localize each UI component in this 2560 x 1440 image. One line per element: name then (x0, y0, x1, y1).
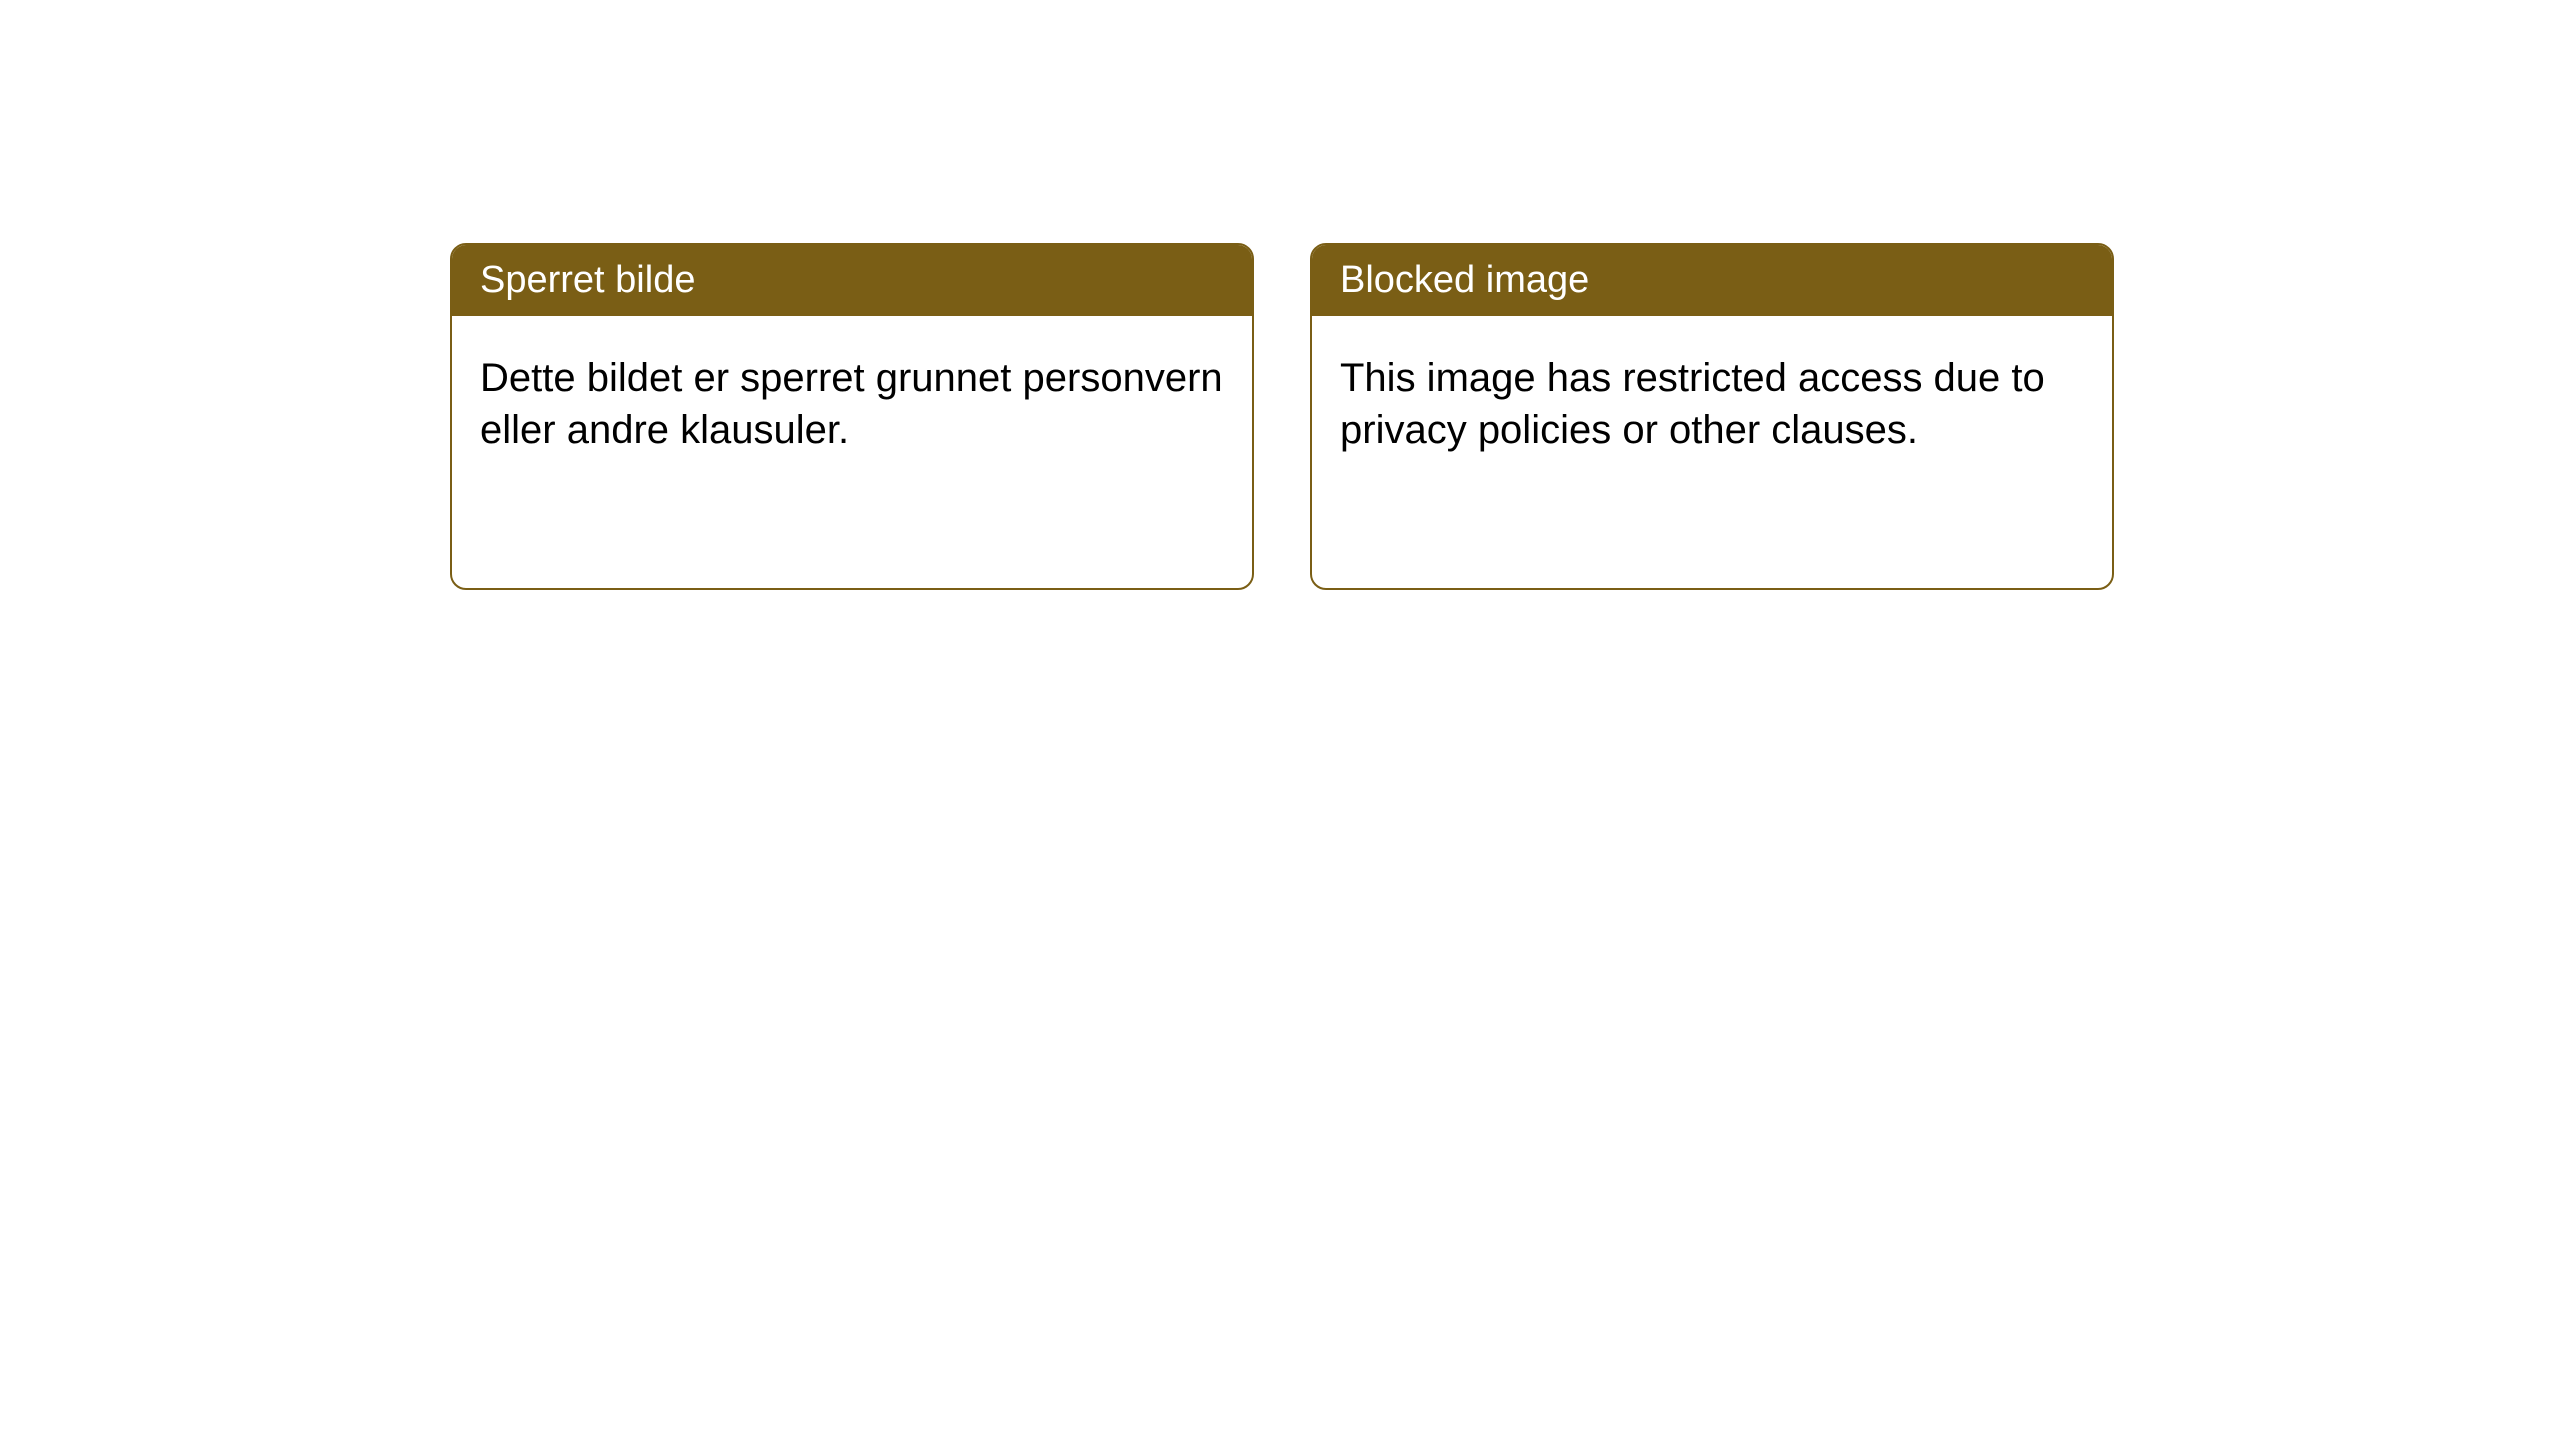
notice-card-norwegian: Sperret bilde Dette bildet er sperret gr… (450, 243, 1254, 590)
notice-card-english: Blocked image This image has restricted … (1310, 243, 2114, 590)
card-body: Dette bildet er sperret grunnet personve… (452, 316, 1252, 588)
card-header: Sperret bilde (452, 245, 1252, 316)
notice-cards-container: Sperret bilde Dette bildet er sperret gr… (450, 243, 2560, 590)
card-header: Blocked image (1312, 245, 2112, 316)
card-body: This image has restricted access due to … (1312, 316, 2112, 588)
